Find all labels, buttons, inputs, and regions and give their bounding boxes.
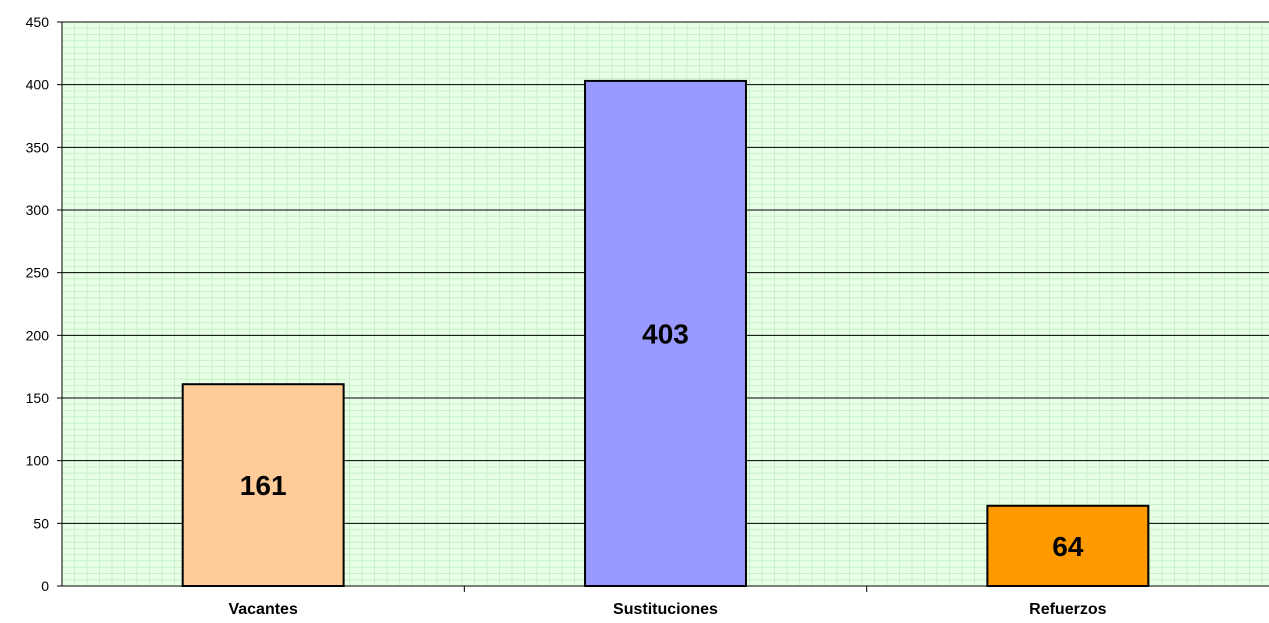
y-tick-label: 400 bbox=[26, 77, 50, 93]
y-tick-label: 300 bbox=[26, 202, 50, 218]
y-axis-ticks: 0 50 100 150 200 250 300 350 400 450 bbox=[26, 14, 62, 594]
bars bbox=[181, 79, 1150, 588]
data-label-refuerzos: 64 bbox=[1052, 531, 1084, 562]
y-tick-label: 200 bbox=[26, 327, 50, 343]
y-tick-label: 250 bbox=[26, 265, 50, 281]
category-label-refuerzos: Refuerzos bbox=[1029, 601, 1106, 618]
bar-refuerzos bbox=[986, 504, 1150, 587]
data-label-vacantes: 161 bbox=[240, 470, 287, 501]
x-axis-labels: Vacantes Sustituciones Refuerzos bbox=[228, 601, 1106, 618]
y-tick-label: 350 bbox=[26, 139, 50, 155]
category-label-sustituciones: Sustituciones bbox=[613, 601, 718, 618]
y-tick-label: 100 bbox=[26, 453, 50, 469]
y-tick-label: 450 bbox=[26, 14, 50, 30]
y-tick-label: 150 bbox=[26, 390, 50, 406]
data-label-sustituciones: 403 bbox=[642, 318, 689, 349]
data-labels: 161 403 64 bbox=[240, 318, 1084, 561]
y-tick-label: 50 bbox=[33, 515, 49, 531]
y-tick-label: 0 bbox=[41, 578, 49, 594]
bar-vacantes bbox=[181, 383, 345, 588]
bar-sustituciones bbox=[584, 79, 747, 587]
category-label-vacantes: Vacantes bbox=[228, 601, 297, 618]
